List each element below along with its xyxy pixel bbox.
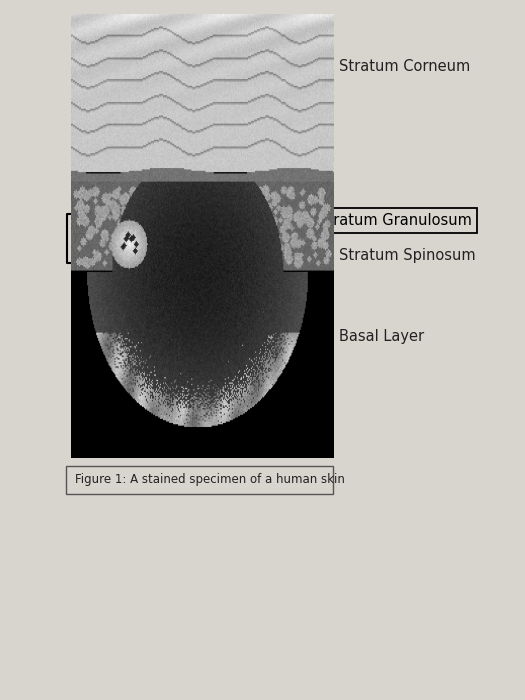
- Text: Figure 1: A stained specimen of a human skin: Figure 1: A stained specimen of a human …: [75, 473, 344, 486]
- Text: Stratum Corneum: Stratum Corneum: [339, 59, 470, 74]
- Text: Stratum Granulosum: Stratum Granulosum: [318, 213, 471, 228]
- Text: Stratum Spinosum: Stratum Spinosum: [339, 248, 475, 263]
- Text: Scale bar: Scale bar: [87, 440, 132, 449]
- Text: Basal Layer: Basal Layer: [339, 328, 424, 344]
- FancyBboxPatch shape: [66, 466, 333, 493]
- Text: 15μm: 15μm: [87, 426, 126, 438]
- Text: © E.S. Robbins: © E.S. Robbins: [215, 440, 278, 449]
